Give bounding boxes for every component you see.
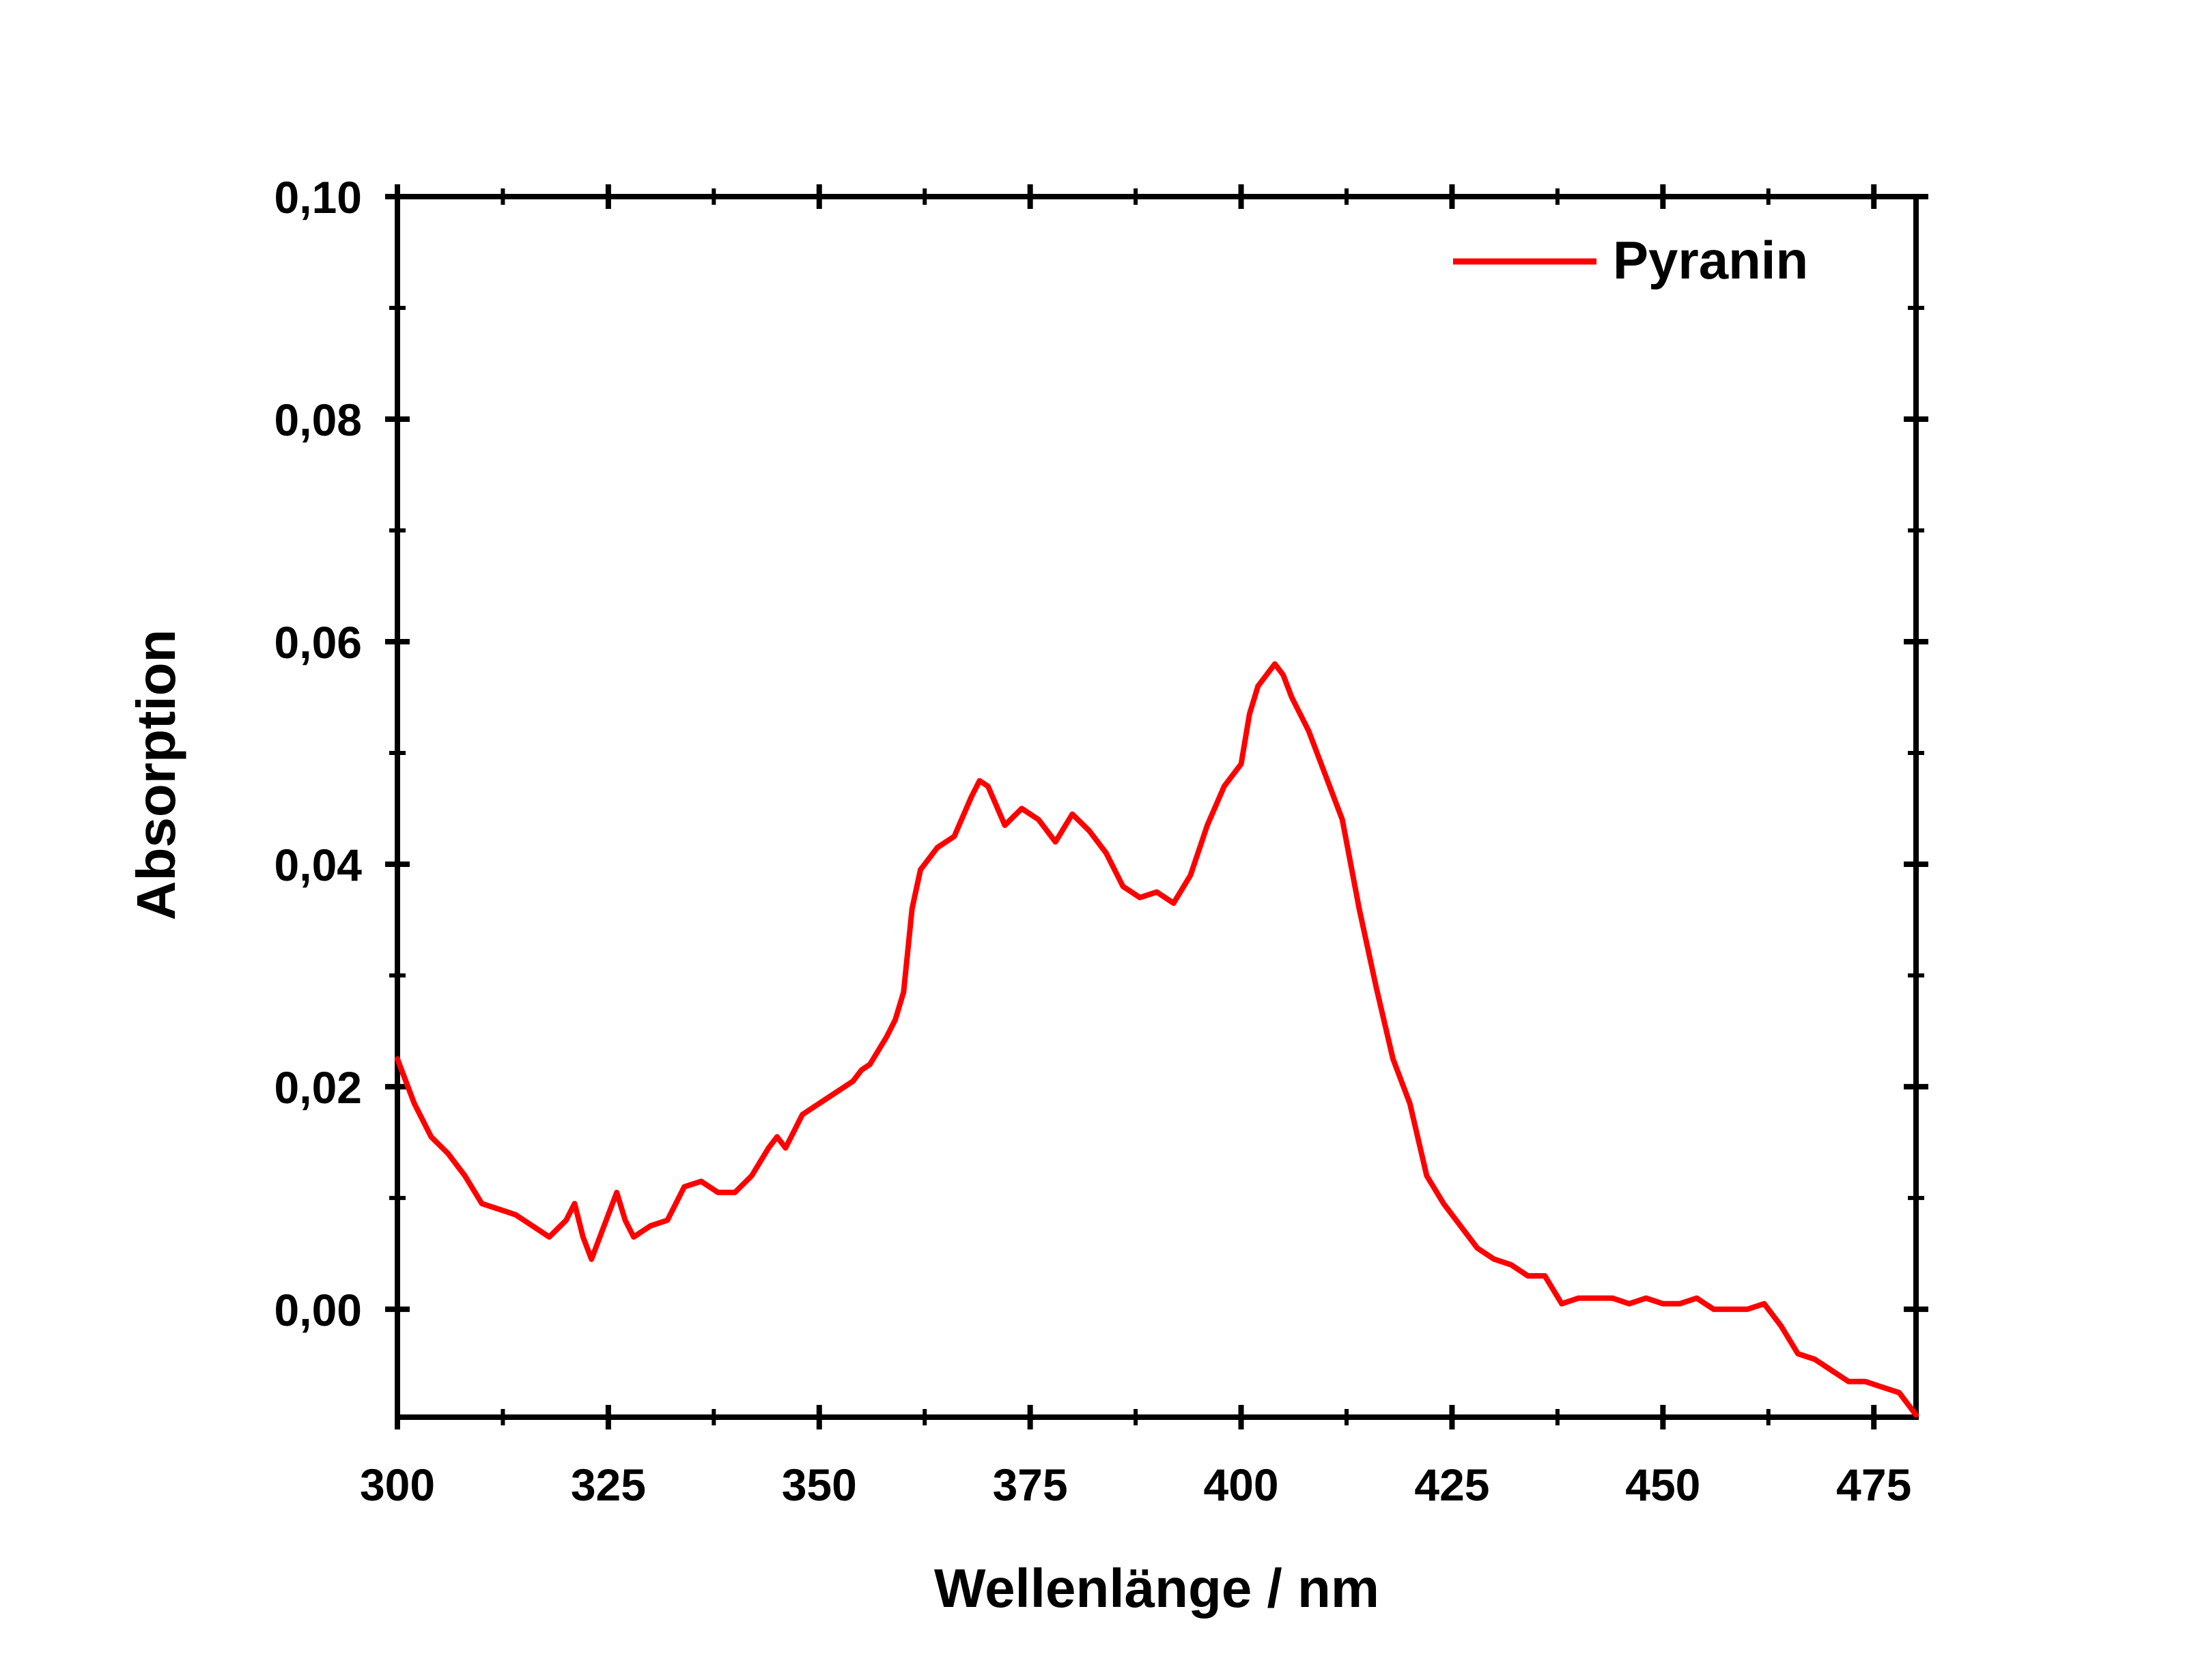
- legend: Pyranin: [1453, 230, 1808, 290]
- x-tick-label: 350: [782, 1460, 857, 1510]
- x-tick-label: 325: [571, 1460, 646, 1510]
- series-line-pyranin: [395, 661, 1919, 1418]
- y-tick-label: 0,02: [274, 1062, 362, 1113]
- legend-label-pyranin: Pyranin: [1613, 230, 1808, 290]
- x-tick-label: 300: [360, 1460, 435, 1510]
- y-axis-title: Absorption: [126, 629, 186, 921]
- series-layer: [395, 661, 1919, 1418]
- x-tick-label: 450: [1625, 1460, 1700, 1510]
- y-tick-label: 0,04: [274, 840, 363, 890]
- x-axis-ticks: 300 325 350 375 400 425 450 475: [360, 184, 1911, 1510]
- x-tick-label: 400: [1203, 1460, 1278, 1510]
- x-tick-label: 425: [1414, 1460, 1489, 1510]
- y-tick-label: 0,00: [274, 1285, 362, 1335]
- x-tick-label: 375: [993, 1460, 1068, 1510]
- y-tick-label: 0,08: [274, 395, 362, 445]
- x-tick-label: 475: [1836, 1460, 1911, 1510]
- y-tick-label: 0,10: [274, 172, 362, 223]
- plot-frame: [395, 194, 1919, 1420]
- y-tick-label: 0,06: [274, 617, 362, 668]
- y-axis-ticks: 0,00 0,02 0,04 0,06 0,08 0,10: [274, 172, 1928, 1335]
- x-axis-title: Wellenlänge / nm: [934, 1558, 1379, 1619]
